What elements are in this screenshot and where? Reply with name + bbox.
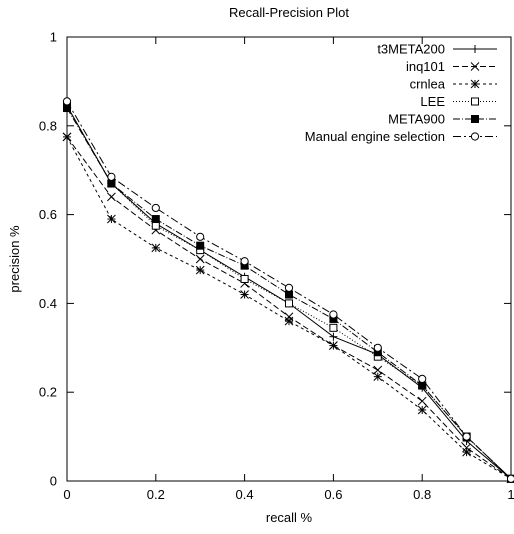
data-point: [419, 382, 426, 389]
data-point: [63, 133, 71, 141]
legend-entry: inq101: [406, 59, 497, 74]
series-layer: [63, 98, 514, 483]
data-point: [463, 448, 471, 456]
data-point: [286, 291, 293, 298]
legend-entry: t3META200: [377, 42, 497, 57]
x-tick-label: 0: [63, 487, 70, 502]
series-6: [63, 98, 514, 483]
data-point: [330, 311, 337, 318]
data-point: [374, 344, 381, 351]
data-point: [418, 406, 426, 414]
y-tick-label: 0.6: [39, 207, 57, 222]
y-tick-label: 0.8: [39, 118, 57, 133]
data-point: [108, 180, 115, 187]
data-point: [418, 397, 426, 405]
series-3: [63, 133, 514, 483]
data-point-marker: [463, 433, 470, 440]
data-point-marker: [108, 173, 115, 180]
legend-label: inq101: [406, 59, 445, 74]
y-tick-label: 0: [50, 474, 57, 489]
data-point: [329, 342, 337, 350]
legend-label: META900: [388, 112, 445, 127]
data-point-marker: [419, 382, 426, 389]
legend: t3META200 inq101 crnlea LEE META900 Manual en…: [305, 42, 497, 145]
legend-marker: [471, 133, 478, 140]
data-point: [507, 475, 514, 482]
data-point: [285, 317, 293, 325]
data-point-marker: [241, 258, 248, 265]
x-tick-label: 0.8: [413, 487, 431, 502]
data-point: [463, 433, 470, 440]
x-axis-label: recall %: [266, 510, 313, 525]
data-point: [374, 373, 382, 381]
x-tick-label: 0.4: [236, 487, 254, 502]
data-point-marker: [374, 344, 381, 351]
data-point: [285, 284, 292, 291]
data-point-marker: [286, 300, 293, 307]
data-point-marker: [152, 216, 159, 223]
data-point: [329, 333, 337, 341]
data-point: [107, 193, 115, 201]
data-point-marker: [286, 291, 293, 298]
data-point: [152, 244, 160, 252]
data-point-marker: [507, 475, 514, 482]
data-point-marker: [152, 222, 159, 229]
data-point: [152, 216, 159, 223]
data-point: [108, 173, 115, 180]
data-point-marker: [330, 324, 337, 331]
data-point: [152, 222, 159, 229]
y-tick-label: 0.4: [39, 296, 57, 311]
legend-label: t3META200: [377, 42, 445, 57]
data-point: [241, 258, 248, 265]
data-point: [197, 233, 204, 240]
legend-label: LEE: [420, 94, 445, 109]
data-point: [196, 266, 204, 274]
data-point: [286, 300, 293, 307]
data-point-marker: [108, 180, 115, 187]
data-point: [107, 215, 115, 223]
legend-label: Manual engine selection: [305, 129, 445, 144]
data-point: [197, 242, 204, 249]
legend-entry: LEE: [420, 94, 497, 109]
series-line: [67, 137, 511, 479]
legend-marker: [472, 116, 479, 123]
x-tick-label: 1: [507, 487, 514, 502]
x-tick-label: 0.2: [147, 487, 165, 502]
series-2: [63, 133, 514, 483]
data-point-marker: [197, 233, 204, 240]
data-point-marker: [63, 98, 70, 105]
data-point-marker: [197, 242, 204, 249]
x-tick-label: 0.6: [324, 487, 342, 502]
series-line: [67, 137, 511, 479]
data-point: [241, 291, 249, 299]
series-5: [64, 105, 514, 483]
data-point: [63, 98, 70, 105]
data-point: [419, 375, 426, 382]
data-point-marker: [241, 275, 248, 282]
chart-title: Recall-Precision Plot: [229, 5, 349, 20]
data-point-marker: [330, 311, 337, 318]
data-point-marker: [419, 375, 426, 382]
legend-entry: crnlea: [410, 77, 497, 92]
data-point-marker: [285, 284, 292, 291]
y-axis-label: precision %: [7, 225, 22, 293]
data-point: [152, 204, 159, 211]
data-point: [196, 255, 204, 263]
data-point: [241, 275, 248, 282]
legend-marker: [472, 98, 479, 105]
y-tick-label: 1: [50, 30, 57, 45]
y-tick-label: 0.2: [39, 385, 57, 400]
data-point-marker: [152, 204, 159, 211]
data-point: [330, 324, 337, 331]
legend-entry: Manual engine selection: [305, 129, 497, 144]
legend-entry: META900: [388, 112, 497, 127]
legend-label: crnlea: [410, 77, 446, 92]
